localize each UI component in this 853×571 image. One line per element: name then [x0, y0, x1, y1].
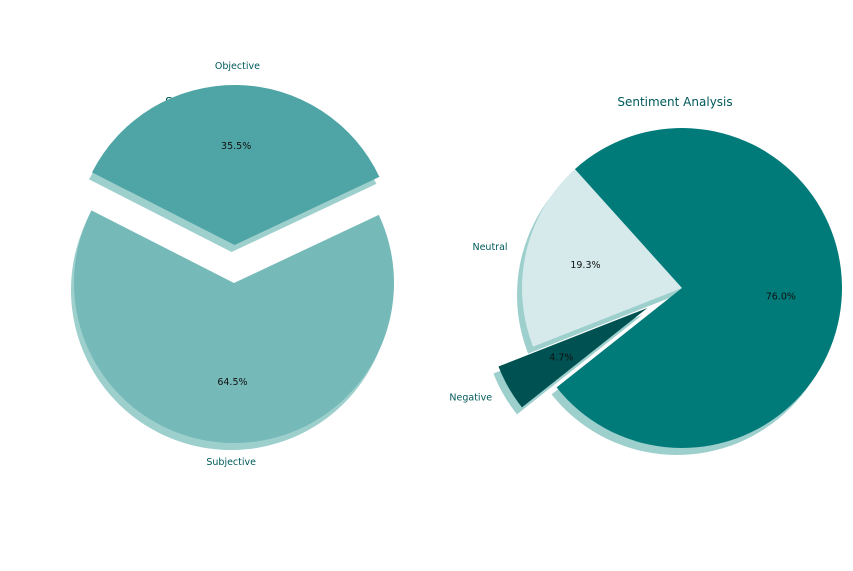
sentiment-pie-chart: Sentiment Analysis 19.3% Neutral 4.7% Negati…	[449, 95, 842, 455]
pie-slice-negative	[498, 307, 648, 408]
percent-label: 19.3%	[570, 260, 600, 271]
percent-label: 4.7%	[549, 352, 573, 363]
pie-slice-slice-76-0	[556, 127, 842, 448]
slice-label: Subjective	[206, 457, 256, 468]
subjectivity-pie-chart: Subjectivity Analysis64.5%Subjective35.5…	[71, 61, 394, 468]
percent-label: 64.5%	[217, 377, 247, 388]
slice-label: Neutral	[472, 242, 507, 253]
percent-label: 35.5%	[221, 141, 251, 152]
pie-slice-neutral	[521, 169, 682, 347]
slice-label: Objective	[215, 61, 260, 72]
pie-slice-objective	[92, 85, 380, 246]
chart-title: Sentiment Analysis	[617, 95, 732, 109]
slice-label: Negative	[449, 392, 492, 403]
percent-label: 76.0%	[766, 291, 796, 302]
pie-slice-subjective	[74, 210, 394, 444]
